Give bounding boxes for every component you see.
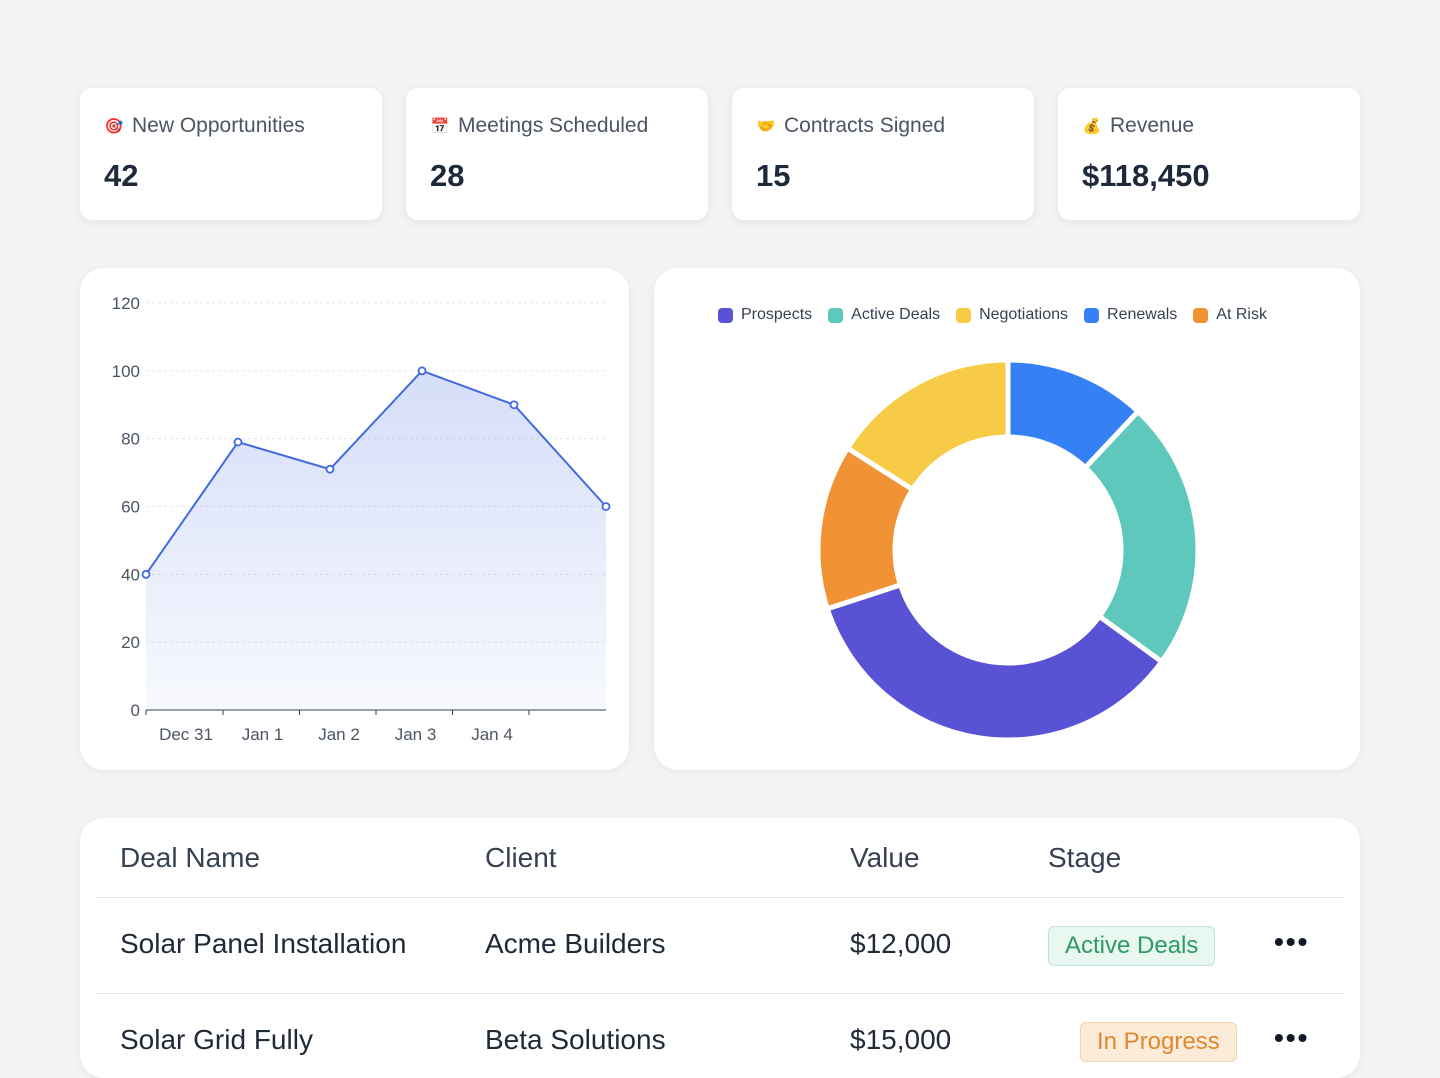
legend-label: At Risk [1216, 306, 1267, 323]
data-point[interactable] [417, 366, 427, 376]
legend-swatch [828, 307, 844, 323]
y-tick-label: 80 [121, 430, 140, 449]
stage-badge: In Progress [1080, 1022, 1237, 1062]
stat-value: 28 [430, 158, 465, 193]
table-header: Deal Name Client Value Stage [96, 818, 1344, 898]
legend-item-prospects[interactable]: Prospects [718, 306, 812, 324]
stat-value: $118,450 [1082, 158, 1210, 193]
more-actions-button[interactable]: ••• [1274, 926, 1310, 957]
legend-label: Renewals [1107, 306, 1178, 323]
data-point[interactable] [509, 400, 519, 410]
column-header-client[interactable]: Client [485, 842, 557, 873]
legend-item-negotiations[interactable]: Negotiations [956, 306, 1068, 324]
data-point[interactable] [233, 437, 243, 447]
x-tick-label: Jan 4 [471, 725, 513, 744]
donut-chart-card: Prospects Active Deals Negotiations Rene… [654, 268, 1360, 770]
stat-label: New Opportunities [132, 114, 305, 137]
money-bag-icon: 💰 [1082, 118, 1102, 135]
table-row[interactable]: Solar Grid Fully Beta Solutions $15,000 … [96, 994, 1344, 1078]
stat-label: Revenue [1110, 114, 1195, 137]
y-tick-label: 20 [121, 633, 140, 652]
y-tick-label: 100 [112, 362, 140, 381]
y-tick-label: 60 [121, 498, 140, 517]
deals-table: Deal Name Client Value Stage Solar Panel… [80, 818, 1360, 1078]
data-point[interactable] [325, 464, 335, 474]
value-cell: $15,000 [850, 1024, 952, 1055]
stat-label: Contracts Signed [784, 114, 946, 137]
y-tick-label: 40 [121, 565, 140, 584]
stat-value: 42 [104, 158, 139, 193]
calendar-icon: 📅 [430, 118, 450, 135]
series-line [145, 369, 607, 575]
donut-chart [815, 357, 1201, 743]
legend-label: Active Deals [851, 306, 941, 323]
target-icon: 🎯 [104, 118, 124, 135]
stat-label: Meetings Scheduled [458, 114, 649, 137]
client-cell: Acme Builders [485, 928, 666, 959]
donut-slice-negotiations[interactable] [845, 357, 1011, 492]
chart-legend: Prospects Active Deals Negotiations Rene… [718, 306, 1267, 324]
legend-item-active-deals[interactable]: Active Deals [828, 306, 940, 324]
handshake-icon: 🤝 [756, 118, 776, 135]
donut-slice-active-deals[interactable] [1082, 408, 1201, 665]
legend-swatch [1084, 307, 1100, 323]
area-fill [146, 370, 606, 710]
y-tick-label: 0 [131, 701, 140, 720]
y-tick-label: 120 [112, 294, 140, 313]
column-header-deal-name[interactable]: Deal Name [120, 842, 261, 873]
stat-card-meetings-scheduled: 📅 Meetings Scheduled 28 [406, 88, 708, 220]
stat-card-contracts-signed: 🤝 Contracts Signed 15 [732, 88, 1034, 220]
stats-row: 🎯 New Opportunities 42 📅 Meetings Schedule… [80, 88, 1360, 220]
data-point[interactable] [601, 502, 611, 511]
x-tick-label: Jan 1 [242, 725, 284, 744]
stage-badge: Active Deals [1048, 926, 1216, 966]
legend-label: Negotiations [979, 306, 1069, 323]
legend-swatch [1193, 307, 1209, 323]
stat-card-revenue: 💰 Revenue $118,450 [1058, 88, 1360, 220]
x-tick-label: Jan 3 [395, 725, 437, 744]
x-tick-label: Jan 2 [318, 725, 360, 744]
deal-name-cell: Solar Grid Fully [120, 1024, 313, 1055]
legend-swatch [956, 307, 972, 323]
donut-slice-prospects[interactable] [824, 582, 1165, 743]
line-chart-card: 0 20 40 60 80 100 120 Dec 31 Jan 1 Jan 2 Jan 3 Jan … [80, 268, 629, 770]
x-tick-label: Dec 31 [159, 725, 213, 744]
data-point[interactable] [141, 569, 151, 579]
client-cell: Beta Solutions [485, 1024, 666, 1055]
deal-name-cell: Solar Panel Installation [120, 928, 407, 959]
table-row[interactable]: Solar Panel Installation Acme Builders $… [96, 898, 1344, 994]
column-header-stage[interactable]: Stage [1048, 842, 1122, 873]
column-header-value[interactable]: Value [850, 842, 920, 873]
stat-value: 15 [756, 158, 791, 193]
legend-item-renewals[interactable]: Renewals [1084, 306, 1177, 324]
legend-label: Prospects [741, 306, 813, 323]
stat-card-new-opportunities: 🎯 New Opportunities 42 [80, 88, 382, 220]
legend-item-at-risk[interactable]: At Risk [1193, 306, 1267, 324]
line-chart: 0 20 40 60 80 100 120 Dec 31 Jan 1 Jan 2 Jan 3 Jan … [112, 294, 611, 744]
more-actions-button[interactable]: ••• [1274, 1022, 1310, 1053]
legend-swatch [718, 307, 733, 323]
value-cell: $12,000 [850, 928, 952, 959]
